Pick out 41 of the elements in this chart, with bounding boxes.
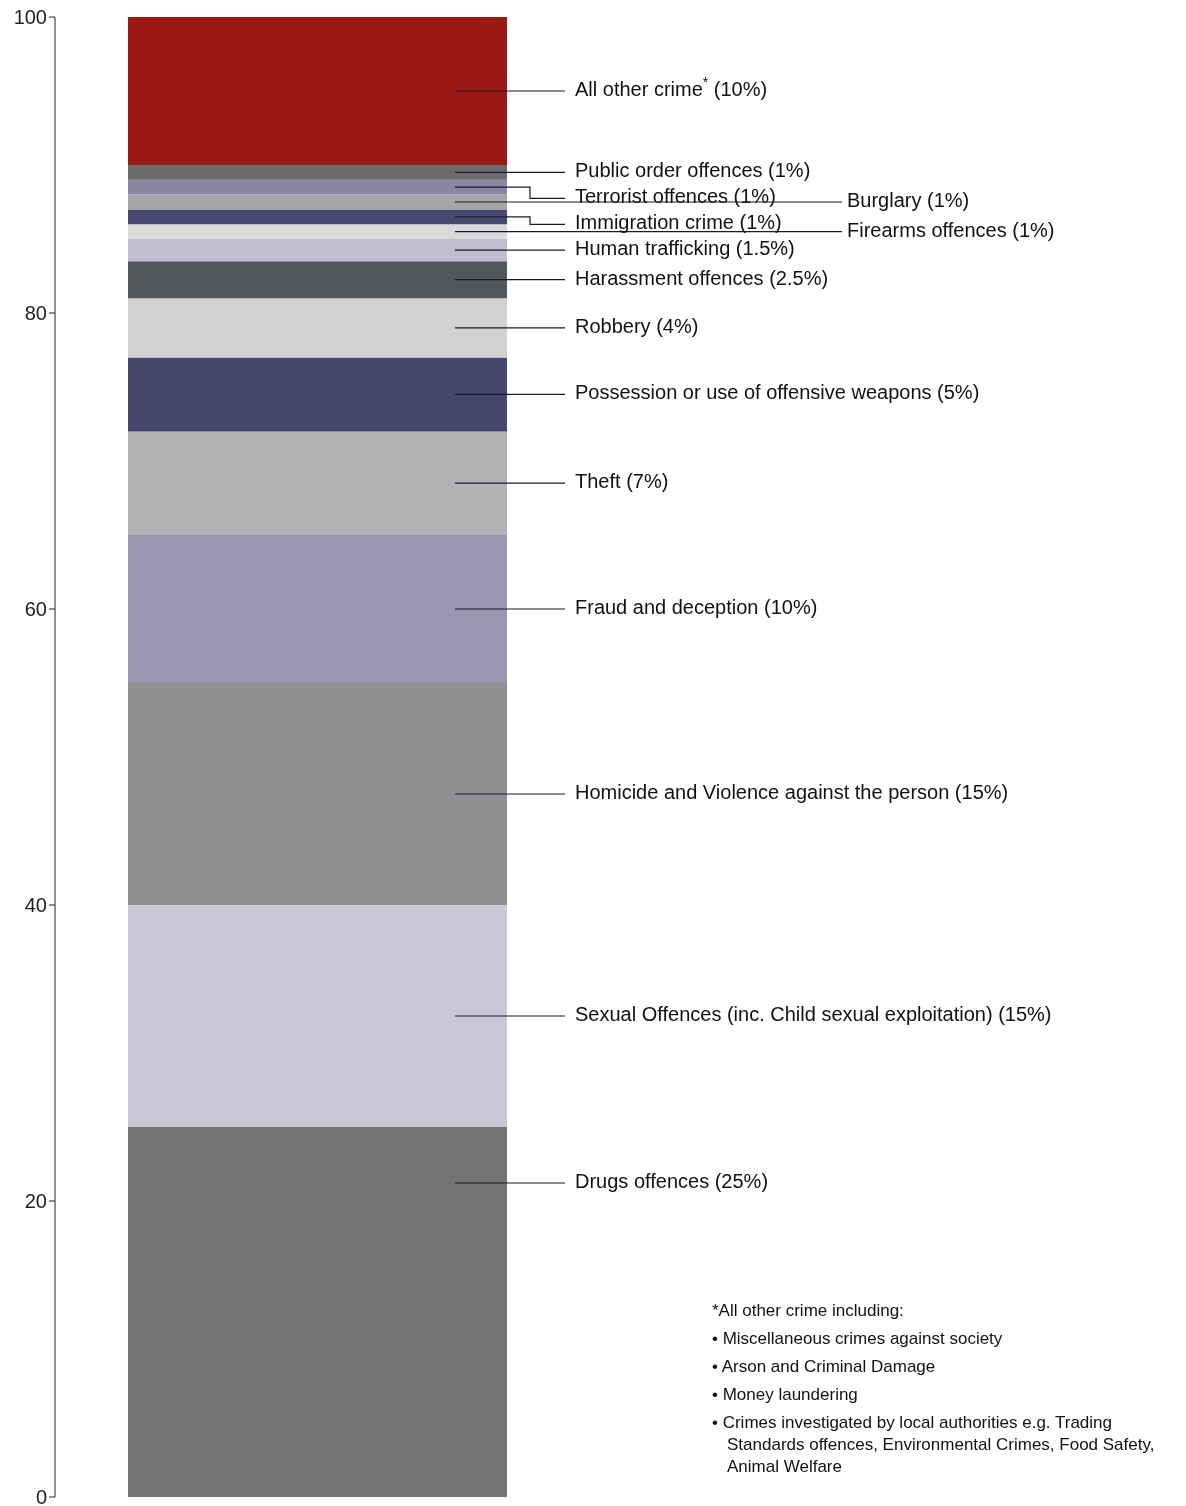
text: Firearms offences (1%) bbox=[847, 218, 1055, 241]
bar bbox=[128, 17, 507, 165]
text: Robbery (4%) bbox=[575, 315, 699, 338]
bar bbox=[128, 224, 507, 239]
text: • Money laundering bbox=[712, 1384, 859, 1406]
text: Public order offences (1%) bbox=[575, 159, 811, 182]
text: Theft (7%) bbox=[575, 470, 669, 493]
text: Drugs offences (25%) bbox=[575, 1170, 769, 1193]
text: Burglary (1%) bbox=[847, 189, 970, 212]
y-tick-label: 20 bbox=[24, 1190, 47, 1213]
bar bbox=[128, 357, 507, 432]
y-tick-label: 40 bbox=[24, 894, 47, 917]
bar bbox=[128, 179, 507, 195]
text: Harassment offences (2.5%) bbox=[575, 266, 829, 289]
text: • Arson and Criminal Damage bbox=[712, 1356, 937, 1378]
bar bbox=[128, 209, 507, 225]
text: • Crimes investigated by local authorities e.g. Trading Standards offences, Environmental Crimes, Food Safety, Animal Welfare bbox=[712, 1412, 1156, 1478]
y-tick-label: 60 bbox=[24, 598, 47, 621]
y-tick-label: 0 bbox=[35, 1486, 47, 1506]
bar bbox=[128, 165, 507, 180]
text: *All other crime including: bbox=[712, 1300, 905, 1322]
bar bbox=[128, 194, 507, 210]
bar bbox=[128, 261, 507, 299]
text: Homicide and Violence against the person (15%) bbox=[575, 781, 1009, 804]
text: Human trafficking (1.5%) bbox=[575, 237, 795, 260]
text: Possession or use of offensive weapons (5%) bbox=[575, 381, 980, 404]
bar bbox=[128, 239, 507, 262]
text: Immigration crime (1%) bbox=[575, 211, 782, 234]
bar bbox=[128, 298, 507, 358]
text: Terrorist offences (1%) bbox=[575, 185, 776, 208]
text: • Miscellaneous crimes against society bbox=[712, 1328, 1004, 1350]
text: All other crime$^{*}$ (10%) bbox=[575, 73, 768, 101]
bar bbox=[128, 535, 507, 683]
y-tick-label: 100 bbox=[13, 6, 47, 29]
y-tick-label: 80 bbox=[24, 302, 47, 325]
bar bbox=[128, 431, 507, 535]
text: Fraud and deception (10%) bbox=[575, 596, 818, 619]
bar bbox=[128, 683, 507, 905]
bar bbox=[128, 1127, 507, 1497]
text: Sexual Offences (inc. Child sexual exploitation) (15%) bbox=[575, 1003, 1052, 1026]
bar bbox=[128, 905, 507, 1127]
